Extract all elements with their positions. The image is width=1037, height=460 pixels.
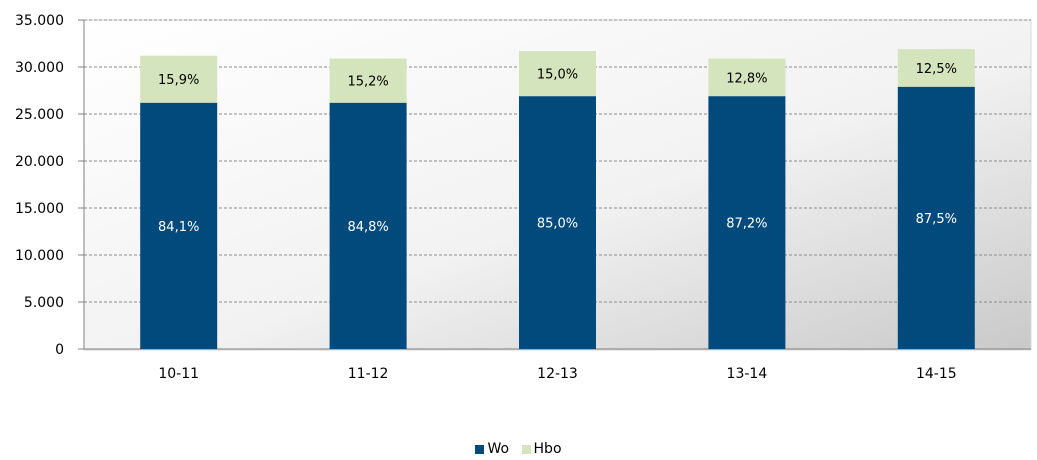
bar-wo-13-14 [708, 96, 786, 349]
y-axis: 0 5.000 10.000 15.000 20.000 25.000 30.000 35.0… [15, 13, 85, 358]
legend: Wo Hbo [0, 441, 1037, 458]
gridlines [84, 19, 1031, 303]
y-tick-label: 30.000 [15, 60, 64, 76]
y-tick-label: 20.000 [15, 154, 64, 170]
y-tick-label: 15.000 [15, 201, 64, 217]
bar-hbo-13-14 [708, 58, 786, 97]
legend-item-wo: Wo [475, 441, 509, 457]
y-tick-label: 5.000 [24, 295, 64, 311]
legend-item-hbo: Hbo [521, 441, 562, 457]
data-label-wo: 84,8% [347, 220, 388, 235]
data-label-wo: 87,2% [726, 217, 767, 232]
bar-hbo-10-11 [140, 55, 218, 103]
y-tick-label: 10.000 [15, 248, 64, 264]
legend-label-wo: Wo [487, 441, 510, 457]
y-tick-label: 35.000 [15, 13, 64, 29]
bar-wo-14-15 [897, 86, 975, 350]
data-label-hbo: 12,5% [916, 62, 957, 77]
chart-area: 0 5.000 10.000 15.000 20.000 25.000 30.000 35.0… [15, 13, 1032, 382]
bar-wo-10-11 [140, 102, 218, 349]
bar-hbo-12-13 [519, 51, 596, 97]
bar-hbo-14-15 [897, 49, 975, 87]
data-label-hbo: 15,0% [537, 68, 578, 83]
data-label-wo: 85,0% [537, 217, 578, 232]
legend-label-hbo: Hbo [533, 441, 562, 457]
x-tick-label: 13-14 [727, 366, 768, 382]
data-label-hbo: 15,9% [158, 73, 199, 88]
legend-swatch-wo [475, 444, 485, 454]
x-tick-label: 10-11 [158, 366, 199, 382]
x-tick-label: 11-12 [348, 366, 389, 382]
bar-wo-12-13 [519, 96, 596, 349]
bar-wo-11-12 [329, 102, 407, 349]
x-axis: 10-11 11-12 12-13 13-14 14-15 [84, 348, 1031, 382]
data-label-hbo: 15,2% [347, 75, 388, 90]
data-label-hbo: 12,8% [726, 71, 767, 86]
data-label-wo: 87,5% [916, 212, 957, 227]
x-tick-label: 14-15 [916, 366, 957, 382]
bar-hbo-11-12 [329, 58, 407, 103]
y-tick-label: 25.000 [15, 107, 64, 123]
y-tick-label: 0 [55, 342, 64, 358]
x-tick-label: 12-13 [537, 366, 578, 382]
data-label-wo: 84,1% [158, 220, 199, 235]
bars: 84,1% 15,9% 84,8% 15,2% 85,0% 15,0% 87,2% 12,8%… [140, 49, 975, 350]
legend-swatch-hbo [521, 444, 531, 454]
